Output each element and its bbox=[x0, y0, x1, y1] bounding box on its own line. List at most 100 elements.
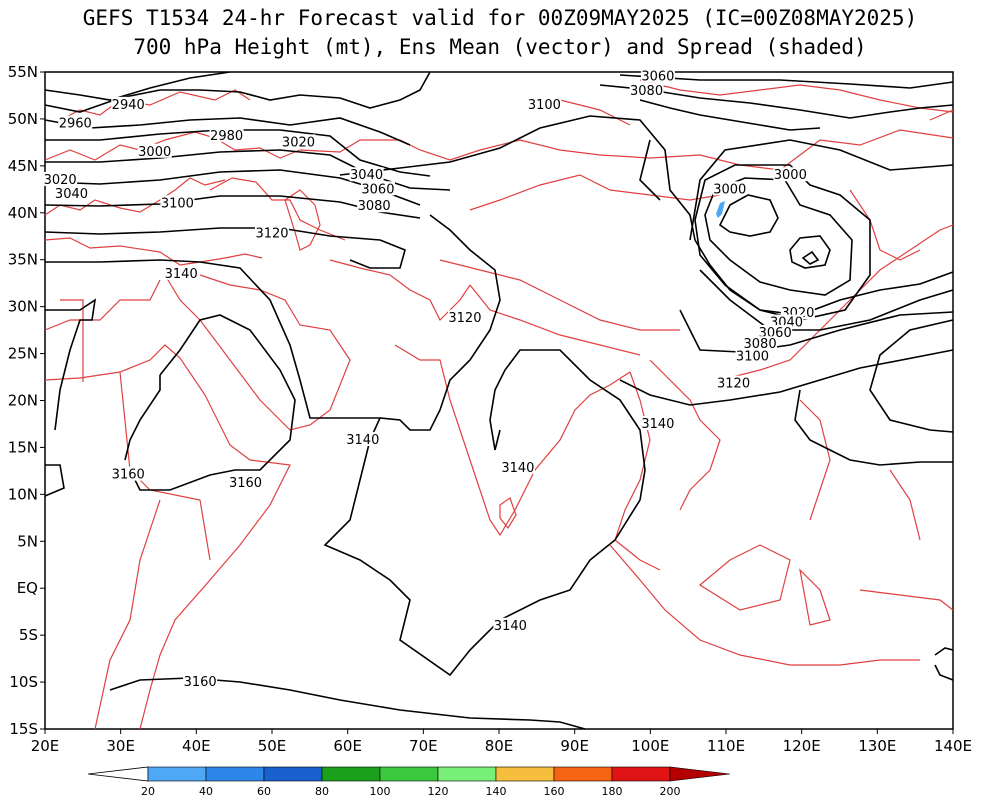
contour-label: 3080 bbox=[630, 84, 663, 99]
colorbar-left-arrow bbox=[87, 766, 149, 782]
lat-label: 30N bbox=[8, 298, 38, 316]
lon-label: 50E bbox=[258, 737, 287, 755]
colorbar-label: 40 bbox=[199, 785, 213, 798]
lat-label: 20N bbox=[8, 392, 38, 410]
colorbar-segment bbox=[147, 766, 207, 782]
contour-label: 3060 bbox=[641, 70, 674, 85]
contour-label: 3140 bbox=[165, 267, 198, 282]
contour-label: 2960 bbox=[59, 117, 92, 132]
title-line-2: 700 hPa Height (mt), Ens Mean (vector) a… bbox=[133, 35, 867, 59]
colorbar-label: 100 bbox=[370, 785, 391, 798]
contour-label: 3140 bbox=[501, 461, 534, 476]
contour-label-bg bbox=[716, 375, 751, 390]
contour-label: 3040 bbox=[350, 168, 383, 183]
lon-label: 90E bbox=[560, 737, 589, 755]
contour-label: 3140 bbox=[494, 619, 527, 634]
colorbar-label: 140 bbox=[486, 785, 507, 798]
contour-labels: 2940296029803000302030203040304030603080… bbox=[43, 68, 815, 690]
contour-label: 3020 bbox=[44, 173, 77, 188]
contour-label-bg bbox=[758, 324, 793, 339]
contour-label: 3000 bbox=[713, 182, 746, 197]
contour-label-bg bbox=[360, 181, 395, 196]
contour-label-bg bbox=[137, 143, 172, 158]
lon-label: 40E bbox=[182, 737, 211, 755]
contour-label-bg bbox=[493, 617, 528, 632]
contour-label-bg bbox=[743, 336, 778, 351]
contour-label: 3120 bbox=[448, 311, 481, 326]
lat-label: 15N bbox=[8, 438, 38, 456]
lat-label: EQ bbox=[17, 579, 38, 597]
lat-label: 55N bbox=[8, 63, 38, 81]
lon-label: 70E bbox=[409, 737, 438, 755]
colorbar-segment bbox=[495, 766, 555, 782]
contour-label-bg bbox=[345, 431, 380, 446]
lon-label: 120E bbox=[783, 737, 821, 755]
lat-label: 5N bbox=[17, 532, 38, 550]
lon-label: 130E bbox=[858, 737, 896, 755]
colorbar-label: 180 bbox=[602, 785, 623, 798]
colorbar-segment bbox=[437, 766, 497, 782]
contour-label-bg bbox=[629, 82, 664, 97]
colorbar-right-arrow bbox=[669, 766, 731, 782]
contour-label-bg bbox=[43, 171, 78, 186]
contour-label: 3100 bbox=[161, 196, 194, 211]
lon-label: 60E bbox=[333, 737, 362, 755]
contour-label: 3100 bbox=[736, 349, 769, 364]
lat-label: 25N bbox=[8, 345, 38, 363]
contour-label-bg bbox=[735, 348, 770, 363]
contour-label-bg bbox=[160, 195, 195, 210]
contour-label-bg bbox=[255, 225, 289, 240]
contour-label-bg bbox=[712, 181, 747, 196]
lon-label: 20E bbox=[31, 737, 60, 755]
spread-shaded-area bbox=[716, 201, 725, 218]
contour-label-bg bbox=[281, 134, 316, 149]
contour-label: 3160 bbox=[229, 476, 262, 491]
contour-label: 3000 bbox=[138, 145, 171, 160]
contour-label: 2940 bbox=[112, 98, 145, 113]
lon-label: 140E bbox=[934, 737, 972, 755]
colorbar-label: 20 bbox=[141, 785, 155, 798]
colorbar-segment bbox=[263, 766, 323, 782]
contour-label-bg bbox=[54, 186, 89, 201]
contour-label-bg bbox=[164, 265, 199, 280]
colorbar-label: 200 bbox=[660, 785, 681, 798]
contour-label: 3160 bbox=[112, 468, 145, 483]
contour-label-bg bbox=[500, 460, 535, 475]
title-line-1: GEFS T1534 24-hr Forecast valid for 00Z0… bbox=[82, 6, 918, 30]
contour-label: 3140 bbox=[346, 433, 379, 448]
colorbar-segment bbox=[611, 766, 671, 782]
lat-label: 10N bbox=[8, 485, 38, 503]
contour-label-bg bbox=[527, 96, 562, 111]
colorbar-segment bbox=[379, 766, 439, 782]
lat-axis-labels: 55N 50N 45N 40N 35N 30N 25N 20N 15N 10N 5N EQ 5S 10S 1… bbox=[8, 63, 45, 738]
contour-label: 3080 bbox=[358, 199, 391, 214]
contour-label: 3040 bbox=[55, 187, 88, 202]
lon-axis-labels: 20E 30E 40E 50E 60E 70E 80E 90E 100E 110E 120E 130E… bbox=[31, 729, 972, 755]
contour-label-bg bbox=[209, 127, 244, 142]
contour-label-bg bbox=[357, 198, 392, 213]
contour-label: 2980 bbox=[210, 129, 243, 144]
height-contours bbox=[44, 71, 954, 730]
colorbar-label: 80 bbox=[315, 785, 329, 798]
contour-label-bg bbox=[640, 415, 675, 430]
colorbar-label: 60 bbox=[257, 785, 271, 798]
contour-label-bg bbox=[447, 309, 482, 324]
lon-label: 100E bbox=[631, 737, 669, 755]
contour-label-bg bbox=[349, 167, 384, 182]
contour-label-bg bbox=[111, 466, 146, 481]
colorbar-segment bbox=[553, 766, 613, 782]
contour-label-bg bbox=[228, 475, 263, 490]
colorbar-label: 120 bbox=[428, 785, 449, 798]
contour-label: 3100 bbox=[528, 98, 561, 113]
contour-label-bg bbox=[58, 115, 93, 130]
contour-label-bg bbox=[773, 167, 808, 182]
contour-label-bg bbox=[183, 674, 218, 689]
colorbar-segment bbox=[205, 766, 265, 782]
colorbar-label: 160 bbox=[544, 785, 565, 798]
lon-label: 80E bbox=[485, 737, 514, 755]
lat-label: 5S bbox=[19, 626, 38, 644]
contour-label: 3020 bbox=[282, 135, 315, 150]
lon-label: 30E bbox=[106, 737, 135, 755]
contour-label: 3000 bbox=[774, 168, 807, 183]
